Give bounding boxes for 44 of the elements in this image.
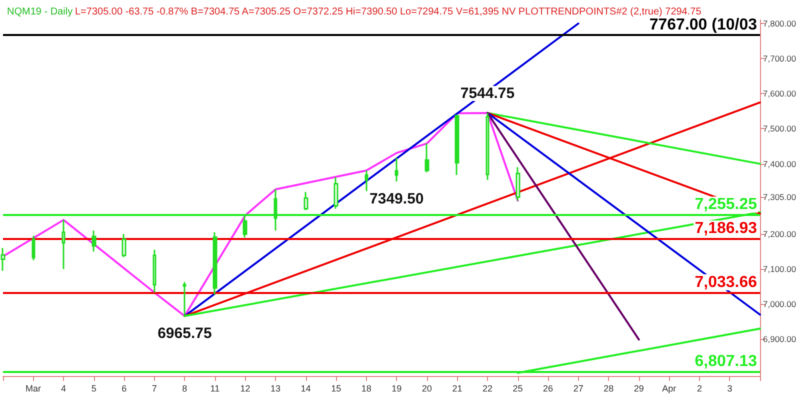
y-tick-label: 7,200.00 <box>763 228 796 239</box>
x-tick-label: 14 <box>300 384 311 394</box>
x-tick-label: 2 <box>696 384 702 394</box>
ref-line-label: 7,255.25 <box>694 196 758 214</box>
y-tick-label: 7,500.00 <box>763 124 796 134</box>
x-tick-label: Apr <box>662 384 676 394</box>
y-tick-label: 7,800.00 <box>763 18 796 29</box>
x-tick-label: 7 <box>152 384 157 394</box>
y-tick-label: 7,600.00 <box>763 88 796 99</box>
x-tick-label: 13 <box>270 384 281 394</box>
annotation: 7544.75 <box>460 85 515 102</box>
ref-line-label: 7,186.93 <box>694 220 758 238</box>
ref-line-label: 6,807.13 <box>694 353 758 370</box>
annotation: 7349.50 <box>370 190 424 208</box>
x-tick-label: 20 <box>422 384 432 394</box>
x-tick-label: 5 <box>91 384 96 394</box>
x-tick-label: 25 <box>512 384 523 394</box>
x-tick-label: 3 <box>727 384 732 394</box>
ref-line-label: 7767.00 (10/03 <box>649 16 758 34</box>
annotation: 6965.75 <box>158 325 212 342</box>
x-tick-label: 29 <box>634 384 644 394</box>
y-tick-label: 6,900.00 <box>763 334 796 344</box>
x-tick-label: 8 <box>182 384 188 394</box>
x-tick-label: 27 <box>573 384 584 394</box>
x-tick-label: 28 <box>604 384 614 394</box>
chart-title: NQM19 - Daily <box>7 6 73 18</box>
x-tick-label: 6 <box>122 384 127 394</box>
x-tick-label: 15 <box>331 384 342 394</box>
y-tick-label: 7,400.00 <box>763 158 796 169</box>
chart-subtitle: L=7305.00 -63.75 -0.87% B=7304.75 A=7305.25 O=7372.25 Hi=7390.50 Lo=7294.75 V=61,395 NV PLOTTRENDPOINTS#2 (2,true) 7294.75 <box>75 6 702 18</box>
y-tick-label: 7,700.00 <box>763 54 796 64</box>
x-tick-label: Mar <box>26 384 42 394</box>
x-tick-label: 22 <box>482 384 492 394</box>
x-tick-label: 26 <box>543 384 554 394</box>
y-tick-label: 7,305.00 <box>763 192 796 202</box>
x-tick-label: 11 <box>210 384 220 394</box>
ref-line-label: 7,033.66 <box>694 274 758 291</box>
x-tick-label: 18 <box>361 384 372 394</box>
x-tick-label: 21 <box>452 384 462 394</box>
y-tick-label: 7,000.00 <box>763 299 796 310</box>
y-tick-label: 7,100.00 <box>763 264 796 274</box>
x-tick-label: 19 <box>392 384 402 394</box>
x-tick-label: 4 <box>61 384 66 394</box>
x-tick-label: 12 <box>240 384 250 394</box>
